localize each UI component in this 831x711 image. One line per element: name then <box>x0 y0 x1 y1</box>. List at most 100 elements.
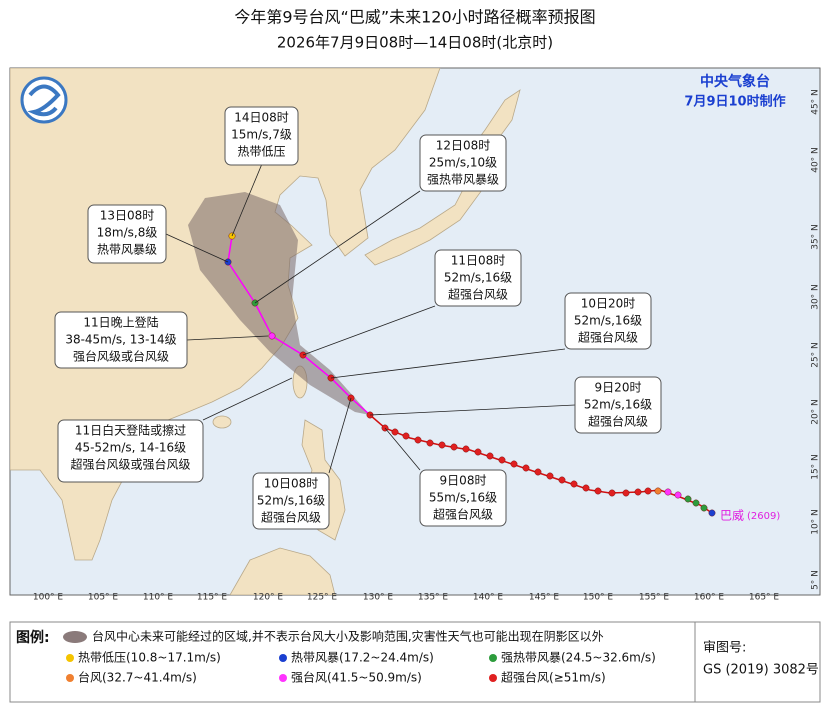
typhoon-code: (2609) <box>747 511 780 522</box>
callout-wind: 25m/s,10级 <box>429 156 497 170</box>
callout-box <box>224 106 299 166</box>
track-point <box>700 504 708 512</box>
callout-time: 9日08时 <box>440 474 487 488</box>
track-point <box>708 509 716 517</box>
track-point <box>414 436 422 444</box>
callout-level: 强台风级或台风级 <box>73 349 169 364</box>
callout-leader <box>165 233 229 263</box>
callout-level: 热带低压 <box>237 145 285 159</box>
longitude-label: 155° E <box>639 593 670 603</box>
track-point <box>426 439 434 447</box>
longitude-label: 150° E <box>583 593 614 603</box>
legend-swatch <box>279 674 287 682</box>
callout-box <box>419 469 507 527</box>
callout-time: 14日08时 <box>234 111 289 125</box>
longitude-label: 135° E <box>418 593 449 603</box>
track-point <box>558 476 566 484</box>
track-point <box>534 468 542 476</box>
legend-label: 台风(32.7~41.4m/s) <box>78 670 197 685</box>
track-point <box>608 489 616 497</box>
callout-leader <box>302 305 436 356</box>
track-point <box>438 441 446 449</box>
callout-time: 9日20时 <box>595 381 642 395</box>
legend-label: 强热带风暴(24.5~32.6m/s) <box>501 651 656 665</box>
longitude-label: 130° E <box>363 593 394 603</box>
callout-box <box>564 292 652 350</box>
legend-swatch <box>279 654 287 662</box>
longitude-label: 115° E <box>197 593 228 603</box>
callout-leader <box>369 404 576 416</box>
cone-swatch <box>63 631 87 643</box>
legend-swatch <box>489 654 497 662</box>
callout-box <box>434 249 522 307</box>
callout-wind: 38-45m/s, 13-14级 <box>65 333 176 347</box>
longitude-label: 100° E <box>33 593 64 603</box>
track-point <box>664 488 672 496</box>
legend-label: 热带低压(10.8~17.1m/s) <box>78 651 221 665</box>
longitude-label: 145° E <box>529 593 560 603</box>
callout-wind: 45-52m/s, 14-16级 <box>75 441 186 455</box>
track-point <box>486 452 494 460</box>
latitude-label: 5° N <box>811 570 821 590</box>
track-point <box>402 432 410 440</box>
title: 今年第9号台风“巴威”未来120小时路径概率预报图 <box>234 8 595 27</box>
track-point <box>498 456 506 464</box>
latitude-label: 10° N <box>811 509 821 535</box>
legend-swatch <box>66 654 74 662</box>
callout-level: 超强台风级或强台风级 <box>70 457 190 472</box>
legend-label: 热带风暴(17.2~24.4m/s) <box>291 651 434 665</box>
subtitle: 2026年7月9日08时—14日08时(北京时) <box>277 34 553 52</box>
issued-time: 7月9日10时制作 <box>684 94 785 110</box>
track-point <box>622 489 630 497</box>
track-point <box>674 491 682 499</box>
longitude-label: 165° E <box>749 593 780 603</box>
track-point <box>570 480 578 488</box>
latitude-label: 25° N <box>811 342 821 368</box>
probability-cone <box>188 192 370 415</box>
callout-leader <box>328 397 352 474</box>
callout-box <box>419 134 507 192</box>
callout-leader <box>330 348 566 379</box>
legend-swatch <box>489 674 497 682</box>
track-point <box>582 484 590 492</box>
callout-time: 10日20时 <box>581 297 636 311</box>
callout-wind: 52m/s,16级 <box>574 314 642 328</box>
forecast-track <box>227 235 371 416</box>
latitude-label: 30° N <box>811 284 821 310</box>
latitude-label: 20° N <box>811 399 821 425</box>
callout-time: 13日08时 <box>100 209 155 223</box>
latitude-label: 15° N <box>811 454 821 480</box>
longitude-label: 140° E <box>473 593 504 603</box>
latitude-label: 35° N <box>811 224 821 250</box>
track-point <box>634 488 642 496</box>
callout-box <box>57 419 204 483</box>
latitude-label: 40° N <box>811 147 821 173</box>
legend-swatch <box>66 674 74 682</box>
callout-time: 12日08时 <box>436 139 491 153</box>
callout-box <box>574 376 662 434</box>
callout-time: 11日晚上登陆 <box>83 315 158 330</box>
legend-label: 超强台风(≥51m/s) <box>501 670 606 685</box>
callout-box <box>87 204 167 264</box>
longitude-label: 160° E <box>694 593 725 603</box>
callout-wind: 52m/s,16级 <box>584 398 652 412</box>
track-point <box>692 499 700 507</box>
track-point <box>594 487 602 495</box>
callout-wind: 55m/s,16级 <box>429 491 497 505</box>
track-point <box>462 445 470 453</box>
track-point <box>474 448 482 456</box>
track-point <box>391 428 399 436</box>
review-label: 审图号: <box>703 641 746 656</box>
callout-level: 强热带风暴级 <box>427 173 499 187</box>
logo-mark <box>27 84 61 117</box>
legend-label: 强台风(41.5~50.9m/s) <box>291 670 422 685</box>
callout-level: 超强台风级 <box>588 414 648 429</box>
track-point <box>644 487 652 495</box>
cone-note: 台风中心未来可能经过的区域,并不表示台风大小及影响范围,灾害性天气也可能出现在阴… <box>92 629 604 644</box>
callout-time: 10日08时 <box>264 477 319 491</box>
callout-wind: 52m/s,16级 <box>257 494 325 508</box>
callout-box <box>252 472 330 530</box>
track-point <box>546 472 554 480</box>
callout-leader <box>202 377 293 421</box>
